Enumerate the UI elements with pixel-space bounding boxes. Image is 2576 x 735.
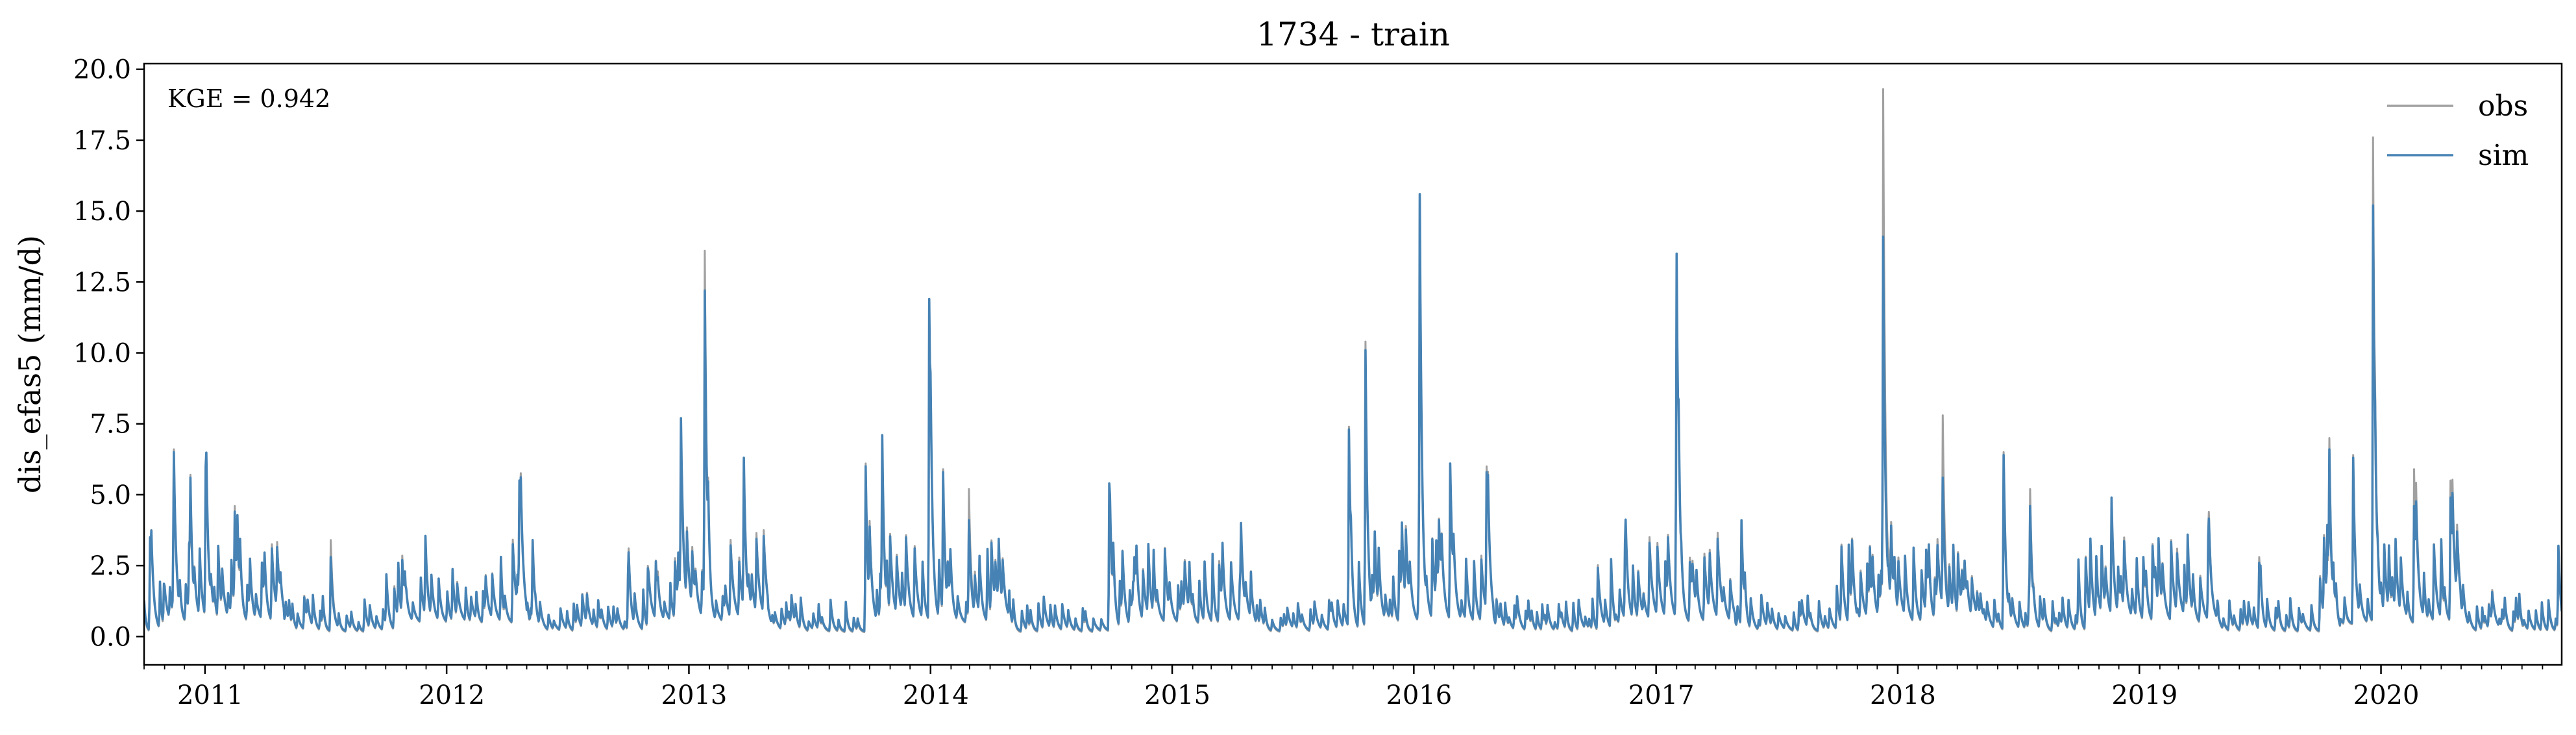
series-layer [144,88,2562,634]
x-tick-label: 2011 [177,680,243,710]
x-axis: 2011 2012 2013 2014 2015 2016 2017 2018 2019 2020 [143,665,2544,710]
legend-label-sim: sim [2478,139,2529,172]
y-tick-label: 15.0 [73,197,131,227]
x-tick-label: 2015 [1144,680,1210,710]
y-tick-label: 0.0 [90,622,131,652]
chart-title: 1734 - train [1257,16,1450,53]
x-tick-label: 2012 [419,680,485,710]
x-tick-label: 2018 [1870,680,1936,710]
y-tick-label: 10.0 [73,339,131,369]
y-axis: 0.0 2.5 5.0 7.5 10.0 12.5 15.0 17.5 20.0 [73,55,144,652]
legend: obs sim [2387,90,2529,172]
kge-annotation: KGE = 0.942 [167,84,330,113]
y-tick-label: 7.5 [90,410,131,440]
legend-label-obs: obs [2478,90,2528,123]
y-tick-label: 2.5 [90,551,131,581]
x-tick-label: 2020 [2353,680,2420,710]
x-tick-label: 2016 [1386,680,1452,710]
y-tick-label: 17.5 [73,126,131,156]
y-tick-label: 12.5 [73,268,131,297]
y-tick-label: 20.0 [73,55,131,85]
y-tick-label: 5.0 [90,480,131,510]
series-line-sim [144,193,2562,632]
x-tick-label: 2017 [1628,680,1695,710]
y-axis-label: dis_efas5 (mm/d) [12,235,47,493]
x-tick-label: 2014 [903,680,969,710]
x-tick-label: 2019 [2111,680,2177,710]
x-tick-label: 2013 [661,680,728,710]
plot-area [144,88,2562,634]
